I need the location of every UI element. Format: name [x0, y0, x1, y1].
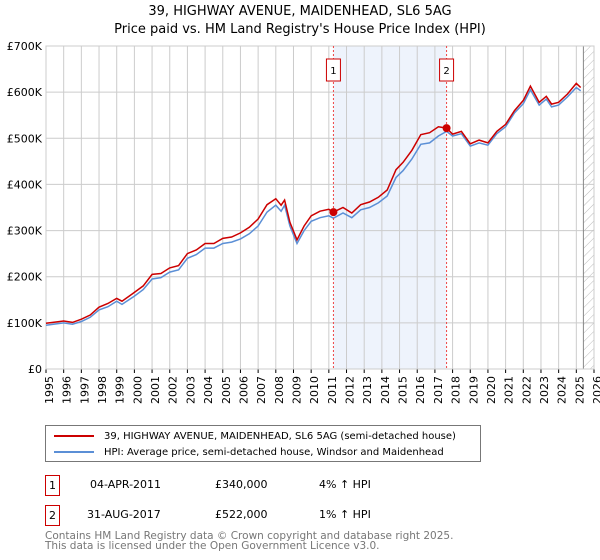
transaction-row: 1 04-APR-2011 £340,000 4% ↑ HPI: [45, 475, 445, 496]
x-tick-label: 2006: [237, 376, 250, 404]
x-tick-label: 2018: [450, 376, 463, 404]
x-tick-label: 1998: [96, 376, 109, 404]
legend-label: HPI: Average price, semi-detached house,…: [104, 446, 444, 458]
legend-item-hpi: HPI: Average price, semi-detached house,…: [54, 445, 444, 459]
legend-swatch-blue: [54, 451, 94, 453]
footer-line: This data is licensed under the Open Gov…: [45, 540, 380, 552]
price-chart: 1995 1996 1997 1998 1999 2000 2001 2002 2003 2004…: [7, 40, 600, 404]
x-tick-label: 2023: [538, 376, 551, 404]
x-tick-label: 2012: [344, 376, 357, 404]
title: 39, HIGHWAY AVENUE, MAIDENHEAD, SL6 5AG: [148, 4, 452, 19]
x-tick-label: 2011: [326, 376, 339, 404]
x-tick-label: 2015: [397, 376, 410, 404]
sale-marker-box: [439, 58, 455, 82]
price: £340,000: [215, 478, 268, 491]
x-tick-label: 2025: [573, 376, 586, 404]
x-tick-label: 2024: [556, 376, 569, 404]
y-tick-label: £100K: [7, 317, 43, 330]
legend-label: 39, HIGHWAY AVENUE, MAIDENHEAD, SL6 5AG …: [104, 430, 456, 442]
x-tick-label: 2021: [503, 376, 516, 404]
hpi-change: 4% ↑ HPI: [319, 478, 371, 491]
price: £522,000: [215, 508, 268, 521]
hpi-line: [45, 86, 582, 326]
sale-marker-label: 1: [330, 66, 336, 77]
x-tick-label: 2007: [255, 376, 268, 404]
legend-item-property: 39, HIGHWAY AVENUE, MAIDENHEAD, SL6 5AG …: [54, 429, 456, 443]
marker-badge: 1: [45, 475, 60, 496]
subtitle: Price paid vs. HM Land Registry's House …: [114, 22, 486, 37]
y-tick-label: £400K: [7, 178, 43, 191]
x-tick-label: 2026: [591, 376, 600, 404]
date: 04-APR-2011: [90, 478, 162, 491]
property-line: [45, 82, 582, 325]
x-tick-label: 2013: [361, 376, 374, 404]
x-tick-label: 2000: [131, 376, 144, 404]
footer: Contains HM Land Registry data © Crown c…: [45, 530, 454, 552]
forecast-hatch: [583, 46, 594, 369]
x-tick-label: 1999: [114, 376, 127, 404]
x-tick-label: 2014: [379, 376, 392, 404]
chart-title: 39, HIGHWAY AVENUE, MAIDENHEAD, SL6 5AG …: [0, 3, 600, 39]
date: 31-AUG-2017: [87, 508, 161, 521]
x-tick-label: 2022: [520, 376, 533, 404]
x-tick-label: 2019: [467, 376, 480, 404]
x-tick-label: 2009: [290, 376, 303, 404]
hpi-change: 1% ↑ HPI: [319, 508, 371, 521]
sale-point: [442, 124, 451, 133]
y-tick-label: £500K: [7, 132, 43, 145]
y-tick-label: £200K: [7, 271, 43, 284]
y-tick-label: £300K: [7, 225, 43, 238]
sale-period-shade: [333, 46, 447, 369]
sale-marker-box: [325, 58, 341, 82]
x-tick-label: 1995: [43, 376, 56, 404]
x-tick-label: 2008: [273, 376, 286, 404]
footer-line: Contains HM Land Registry data © Crown c…: [45, 530, 454, 542]
sale-marker-label: 2: [443, 66, 449, 77]
x-tick-label: 2017: [432, 376, 445, 404]
x-tick-label: 1997: [78, 376, 91, 404]
x-tick-label: 2010: [308, 376, 321, 404]
x-tick-label: 2003: [184, 376, 197, 404]
sale-point: [329, 208, 338, 217]
transaction-row: 2 31-AUG-2017 £522,000 1% ↑ HPI: [45, 505, 445, 526]
plot-frame: [45, 45, 595, 370]
x-tick-label: 2020: [485, 376, 498, 404]
marker-badge: 2: [45, 505, 60, 526]
y-tick-label: £700K: [7, 40, 43, 53]
x-tick-label: 1996: [61, 376, 74, 404]
legend-swatch-red: [54, 435, 94, 437]
legend: 39, HIGHWAY AVENUE, MAIDENHEAD, SL6 5AG …: [45, 425, 481, 462]
x-tick-label: 2001: [149, 376, 162, 404]
x-tick-label: 2002: [167, 376, 180, 404]
x-tick-label: 2016: [414, 376, 427, 404]
y-tick-label: £0: [28, 363, 42, 376]
y-tick-label: £600K: [7, 86, 43, 99]
x-tick-label: 2005: [220, 376, 233, 404]
x-tick-label: 2004: [202, 376, 215, 404]
